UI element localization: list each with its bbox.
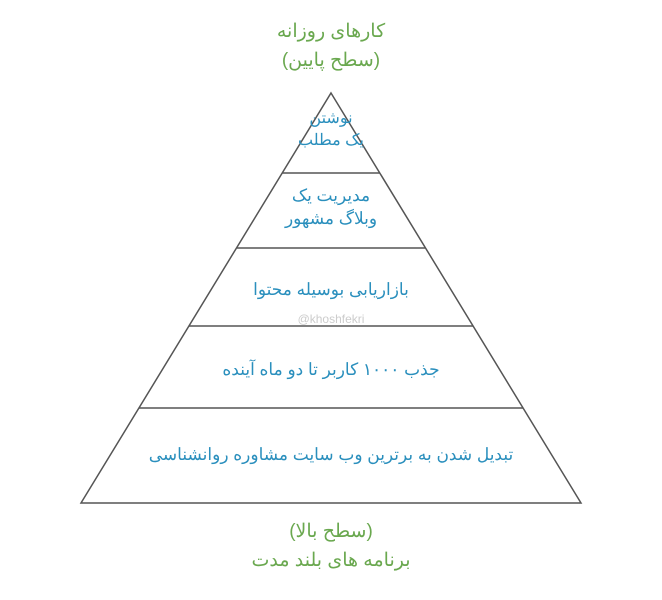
footer-line1: (سطح بالا) — [0, 518, 662, 547]
header-title: کارهای روزانه (سطح پایین) — [0, 18, 662, 75]
footer-line2: برنامه های بلند مدت — [0, 547, 662, 576]
pyramid-diagram — [0, 88, 662, 508]
header-line2: (سطح پایین) — [0, 47, 662, 76]
pyramid-outline — [81, 93, 581, 503]
footer-title: (سطح بالا) برنامه های بلند مدت — [0, 518, 662, 575]
header-line1: کارهای روزانه — [0, 18, 662, 47]
